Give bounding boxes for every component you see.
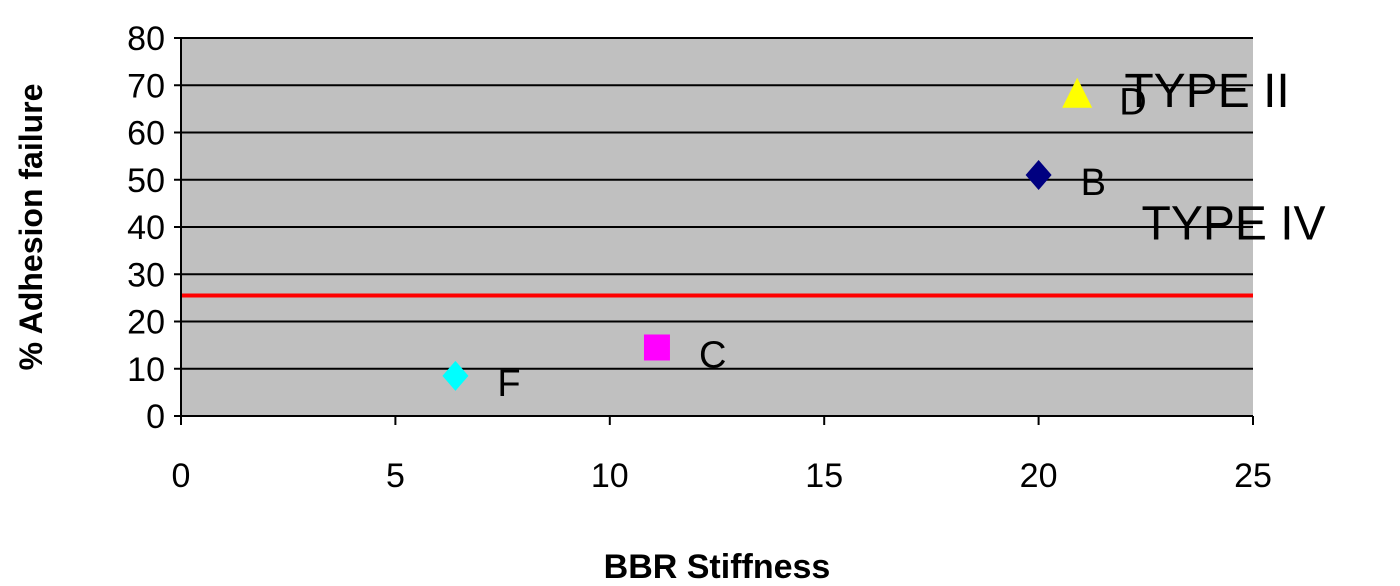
x-tick-labels: 0 5 10 15 20 25: [172, 457, 1272, 495]
point-f-marker: [442, 360, 469, 391]
point-b-label: B: [1081, 162, 1106, 204]
data-points: F C BD: [442, 77, 1147, 405]
y-tick-label: 50: [127, 162, 165, 200]
region-annotations: TYPE II TYPE IV: [1124, 65, 1325, 250]
y-tick-label: 70: [127, 67, 165, 105]
gridlines: [174, 37, 1254, 425]
x-tick-label: 10: [591, 457, 629, 495]
annotation-0: TYPE II: [1124, 65, 1289, 118]
point-d-label: D: [1119, 82, 1146, 124]
x-axis-title: BBR Stiffness: [604, 548, 831, 586]
y-tick-label: 80: [127, 20, 165, 58]
point-d-marker: [1062, 77, 1093, 108]
y-tick-label: 30: [127, 256, 165, 294]
y-tick-labels: 0 10 20 30 40 50 60 70 80: [127, 20, 165, 436]
point-f-label: F: [497, 363, 520, 405]
y-tick-label: 20: [127, 304, 165, 342]
x-tick-label: 20: [1020, 457, 1058, 495]
point-c-label: C: [699, 334, 726, 376]
y-tick-label: 10: [127, 351, 165, 389]
x-tick-label: 15: [805, 457, 843, 495]
point-b-marker: [1025, 160, 1052, 191]
y-tick-label: 0: [146, 398, 165, 436]
annotation-1: TYPE IV: [1142, 197, 1326, 250]
y-tick-label: 60: [127, 115, 165, 153]
y-axis-title: % Adhesion failure: [13, 84, 49, 371]
x-tick-label: 0: [172, 457, 191, 495]
y-tick-label: 40: [127, 209, 165, 247]
x-tick-label: 5: [386, 457, 405, 495]
x-tick-label: 25: [1234, 457, 1272, 495]
point-c-marker: [643, 334, 670, 361]
